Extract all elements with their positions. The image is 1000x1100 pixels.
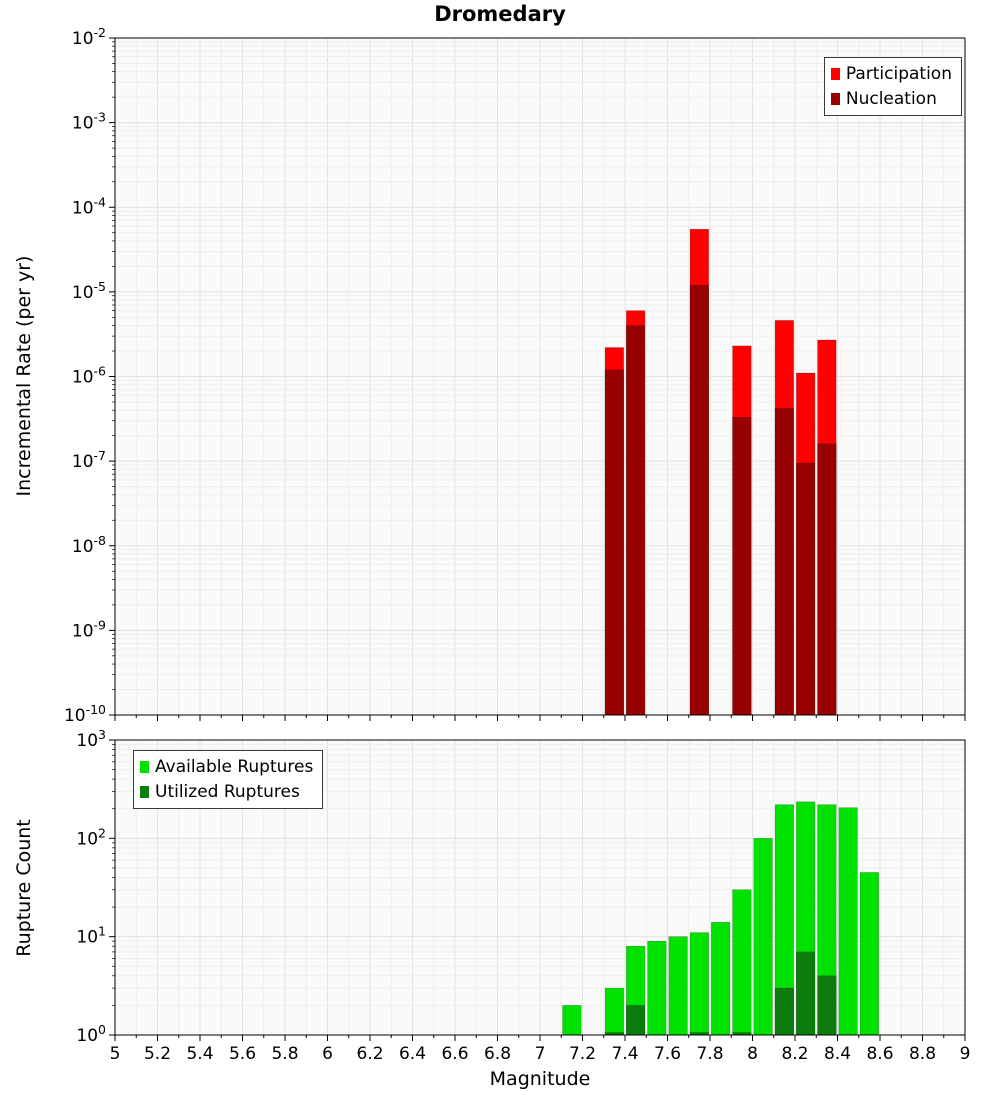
x-tick-label: 5.8 xyxy=(271,1044,298,1064)
legend-item-utilized-ruptures: Utilized Ruptures xyxy=(140,781,313,803)
y-tick-label: 10-5 xyxy=(72,279,106,303)
x-tick-label: 5.4 xyxy=(186,1044,213,1064)
bottom-y-axis-label: Rupture Count xyxy=(13,819,35,957)
x-tick-label: 8.2 xyxy=(781,1044,808,1064)
x-tick-label: 8.4 xyxy=(824,1044,851,1064)
nucleation-label: Nucleation xyxy=(845,89,937,109)
y-tick-label: 10-2 xyxy=(72,25,106,49)
x-tick-label: 5.2 xyxy=(144,1044,171,1064)
y-tick-label: 10-10 xyxy=(64,702,106,726)
utilized-ruptures-label: Utilized Ruptures xyxy=(155,782,300,802)
x-tick-label: 8.6 xyxy=(866,1044,893,1064)
x-tick-label: 8.8 xyxy=(909,1044,936,1064)
x-tick-label: 7.8 xyxy=(696,1044,723,1064)
utilized-ruptures-bars xyxy=(604,951,837,1036)
nucleation-bar xyxy=(604,369,624,716)
y-tick-label: 10-4 xyxy=(72,194,106,218)
participation-swatch xyxy=(830,68,840,80)
available-ruptures-label: Available Ruptures xyxy=(155,757,314,777)
available-ruptures-bar xyxy=(711,922,731,1036)
available-ruptures-bar xyxy=(753,838,773,1036)
y-tick-label: 102 xyxy=(76,825,106,849)
nucleation-bar xyxy=(732,416,752,716)
y-tick-label: 101 xyxy=(76,924,106,948)
nucleation-bar xyxy=(689,284,709,716)
available-ruptures-bar xyxy=(859,872,879,1036)
x-tick-label: 9 xyxy=(960,1044,971,1064)
rate-legend: Participation Nucleation xyxy=(823,57,962,116)
available-ruptures-swatch xyxy=(140,761,149,773)
utilized-ruptures-bar xyxy=(774,987,794,1036)
chart-title: Dromedary xyxy=(434,2,566,26)
x-tick-label: 6.4 xyxy=(399,1044,426,1064)
y-tick-label: 10-8 xyxy=(72,533,106,557)
nucleation-swatch xyxy=(830,93,840,105)
y-tick-label: 103 xyxy=(76,727,106,751)
available-ruptures-bar xyxy=(838,807,858,1036)
nucleation-bars xyxy=(604,284,837,716)
x-tick-label: 6.2 xyxy=(356,1044,383,1064)
x-axis-label: Magnitude xyxy=(489,1068,591,1090)
utilized-ruptures-bar xyxy=(817,975,837,1036)
x-tick-label: 8 xyxy=(747,1044,758,1064)
available-ruptures-bar xyxy=(604,987,624,1036)
utilized-ruptures-swatch xyxy=(140,786,149,798)
x-tick-label: 7 xyxy=(535,1044,546,1064)
available-ruptures-bar xyxy=(689,932,709,1036)
x-tick-label: 7.2 xyxy=(569,1044,596,1064)
utilized-ruptures-bar xyxy=(626,1005,646,1036)
utilized-ruptures-bar xyxy=(796,951,816,1036)
available-ruptures-bar xyxy=(562,1005,582,1036)
y-tick-label: 10-3 xyxy=(72,110,106,134)
y-tick-label: 100 xyxy=(76,1022,106,1046)
top-y-axis-label: Incremental Rate (per yr) xyxy=(13,255,35,497)
legend-item-participation: Participation xyxy=(830,63,952,85)
x-tick-label: 5.6 xyxy=(229,1044,256,1064)
participation-label: Participation xyxy=(845,64,952,84)
x-tick-label: 6.8 xyxy=(484,1044,511,1064)
available-ruptures-bar xyxy=(668,936,688,1036)
x-tick-label: 7.4 xyxy=(611,1044,638,1064)
available-ruptures-bar xyxy=(647,940,667,1036)
x-tick-label: 6 xyxy=(322,1044,333,1064)
legend-item-nucleation: Nucleation xyxy=(830,88,952,110)
nucleation-bar xyxy=(626,325,646,716)
legend-item-available-ruptures: Available Ruptures xyxy=(140,756,313,778)
y-tick-label: 10-7 xyxy=(72,448,106,472)
x-tick-label: 5 xyxy=(110,1044,121,1064)
y-tick-label: 10-6 xyxy=(72,364,106,388)
y-tick-label: 10-9 xyxy=(72,617,106,641)
x-tick-label: 7.6 xyxy=(654,1044,681,1064)
rupture-legend: Available Ruptures Utilized Ruptures xyxy=(133,750,324,809)
top-plot-panel: 10-10 10-9 10-8 10-7 10-6 10-5 10-4 10-3 10-2 xyxy=(64,25,966,726)
nucleation-bar xyxy=(774,408,794,716)
x-tick-label: 6.6 xyxy=(441,1044,468,1064)
nucleation-bar xyxy=(796,462,816,716)
nucleation-bar xyxy=(817,443,837,716)
available-ruptures-bar xyxy=(732,889,752,1036)
